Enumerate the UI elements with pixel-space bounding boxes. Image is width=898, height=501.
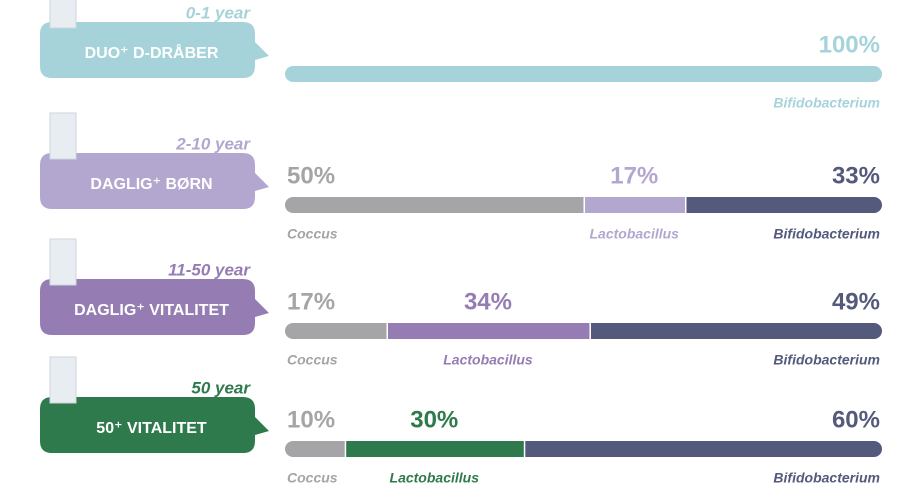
value-label: 10% bbox=[287, 406, 335, 433]
product-pack bbox=[50, 357, 76, 403]
bar-segment bbox=[285, 66, 882, 82]
bar bbox=[285, 197, 882, 213]
bar-segment bbox=[525, 441, 882, 457]
segment-name: Bifidobacterium bbox=[773, 226, 880, 242]
product-pack bbox=[50, 113, 76, 159]
bar bbox=[285, 441, 882, 457]
age-label: 0-1 year bbox=[186, 3, 252, 22]
product-pack bbox=[50, 0, 76, 28]
value-label: 30% bbox=[410, 406, 458, 433]
bar-segment bbox=[585, 197, 685, 213]
value-label: 60% bbox=[832, 406, 880, 433]
product-name: DAGLIG⁺ VITALITET bbox=[74, 302, 229, 319]
product-name: 50⁺ VITALITET bbox=[96, 420, 207, 437]
segment-name: Coccus bbox=[287, 470, 338, 486]
product-name: DUO⁺ D-DRÅBER bbox=[85, 43, 219, 62]
bar bbox=[285, 323, 882, 339]
segment-name: Lactobacillus bbox=[390, 470, 480, 486]
segment-name: Coccus bbox=[287, 226, 338, 242]
value-label: 49% bbox=[832, 288, 880, 315]
age-label: 2-10 year bbox=[175, 134, 251, 153]
bar-segment bbox=[285, 197, 584, 213]
bar bbox=[285, 66, 882, 82]
product-name: DAGLIG⁺ BØRN bbox=[90, 176, 212, 193]
bar-segment bbox=[285, 323, 386, 339]
segment-name: Coccus bbox=[287, 352, 338, 368]
segment-name: Bifidobacterium bbox=[773, 352, 880, 368]
segment-name: Lactobacillus bbox=[443, 352, 533, 368]
value-label: 33% bbox=[832, 162, 880, 189]
segment-name: Bifidobacterium bbox=[773, 95, 880, 111]
product-pack bbox=[50, 239, 76, 285]
age-label: 50 year bbox=[191, 378, 251, 397]
bar-segment bbox=[388, 323, 589, 339]
chart: DUO⁺ D-DRÅBER 0-1 year 100% Bifidobacterium… bbox=[0, 0, 898, 496]
segment-name: Bifidobacterium bbox=[773, 470, 880, 486]
age-label: 11-50 year bbox=[168, 260, 251, 279]
bar-segment bbox=[591, 323, 882, 339]
value-label: 50% bbox=[287, 162, 335, 189]
bar-segment bbox=[285, 441, 345, 457]
page: {"chart_data": {"type": "stacked-bar-row… bbox=[0, 0, 898, 496]
value-label: 100% bbox=[819, 31, 880, 58]
value-label: 17% bbox=[287, 288, 335, 315]
value-label: 34% bbox=[464, 288, 512, 315]
bar-segment bbox=[686, 197, 882, 213]
bar-segment bbox=[346, 441, 524, 457]
value-label: 17% bbox=[610, 162, 658, 189]
segment-name: Lactobacillus bbox=[590, 226, 680, 242]
